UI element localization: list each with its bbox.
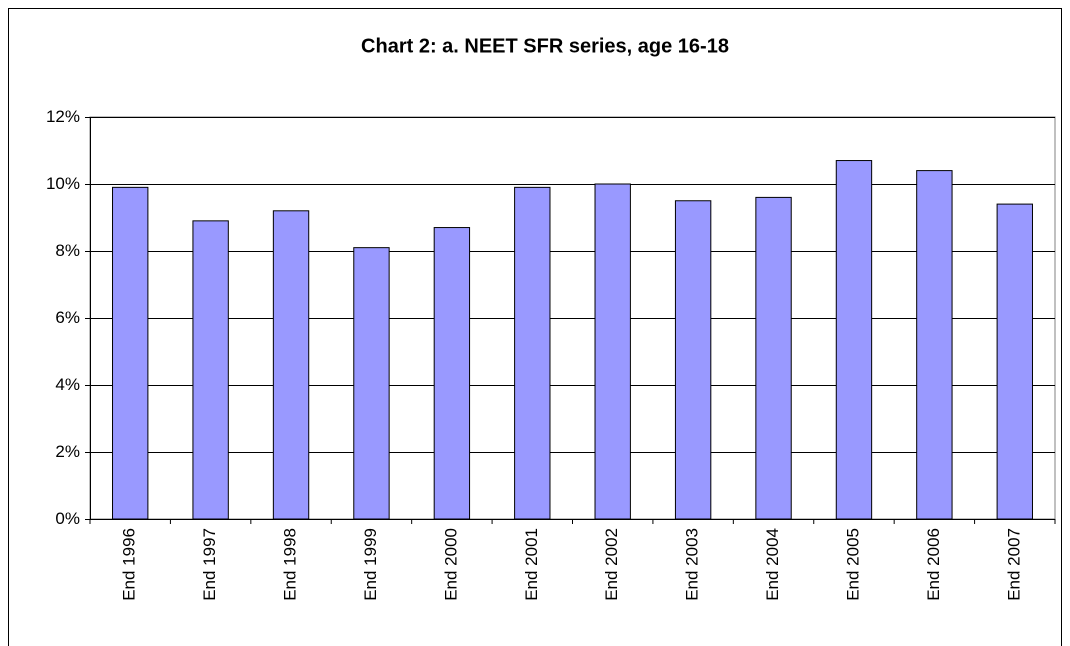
bar — [674, 200, 712, 520]
bar — [514, 186, 551, 520]
x-tick-label: End 1999 — [361, 528, 380, 601]
y-tick-label: 8% — [55, 241, 80, 260]
y-tick-label: 6% — [55, 308, 80, 327]
bar — [755, 196, 792, 520]
x-tick-label: End 1996 — [120, 528, 139, 601]
y-tick-label: 10% — [46, 174, 80, 193]
x-tick-label: End 1997 — [200, 528, 219, 601]
bar — [112, 186, 149, 520]
bar — [916, 170, 953, 520]
x-tick-label: End 2003 — [683, 528, 702, 601]
bar — [594, 183, 631, 520]
bar — [272, 210, 310, 520]
bar — [996, 203, 1033, 520]
y-tick-label: 0% — [55, 509, 80, 528]
y-tick-label: 12% — [46, 107, 80, 126]
x-tick-label: End 2004 — [763, 528, 782, 601]
x-tick-label: End 2005 — [843, 528, 862, 601]
x-tick-label: End 2007 — [1004, 528, 1023, 601]
x-tick-label: End 2006 — [924, 528, 943, 601]
x-tick-label: End 2001 — [522, 528, 541, 601]
bar — [433, 227, 471, 520]
y-tick-label: 2% — [55, 442, 80, 461]
bar — [192, 220, 229, 520]
bar — [835, 160, 873, 520]
y-tick-label: 4% — [55, 375, 80, 394]
bar — [353, 247, 390, 520]
x-tick-label: End 2000 — [441, 528, 460, 601]
x-tick-label: End 1998 — [281, 528, 300, 601]
x-tick-label: End 2002 — [602, 528, 621, 601]
chart-title: Chart 2: a. NEET SFR series, age 16-18 — [361, 35, 729, 57]
